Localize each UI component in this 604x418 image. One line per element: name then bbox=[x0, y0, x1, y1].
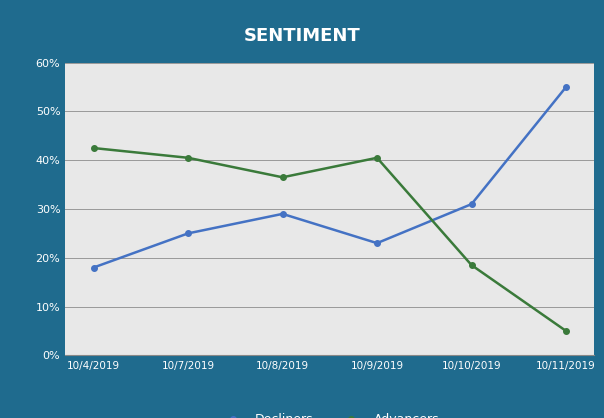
Text: SENTIMENT: SENTIMENT bbox=[243, 26, 361, 45]
Legend: Decliners, Advancers: Decliners, Advancers bbox=[215, 408, 445, 418]
